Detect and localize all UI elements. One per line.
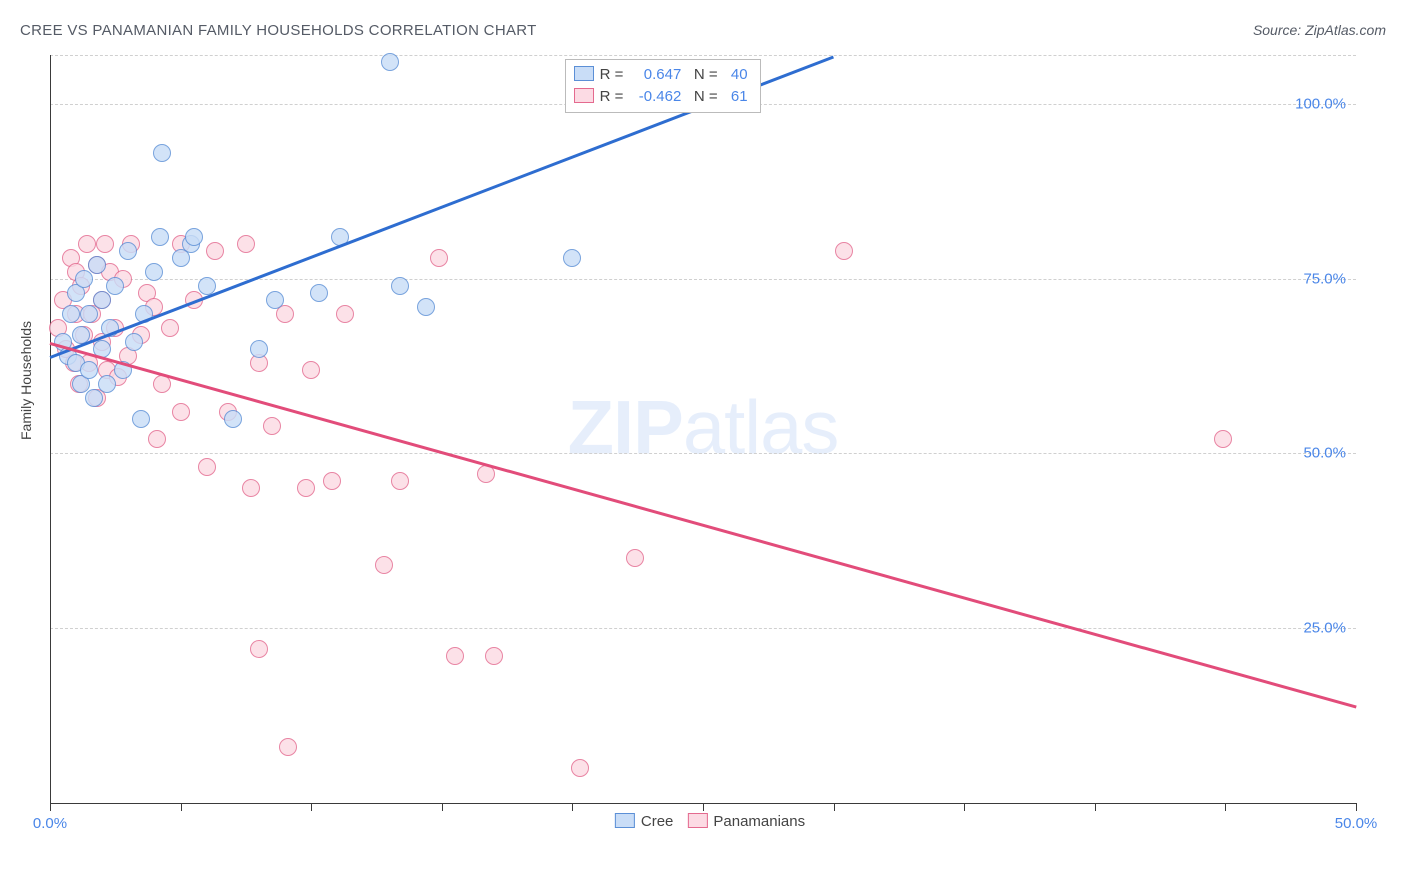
scatter-point-panamanians [375, 556, 393, 574]
scatter-point-cree [185, 228, 203, 246]
scatter-point-cree [250, 340, 268, 358]
scatter-point-cree [381, 53, 399, 71]
scatter-point-panamanians [626, 549, 644, 567]
scatter-point-panamanians [263, 417, 281, 435]
x-tick [1356, 803, 1357, 811]
legend-swatch [574, 66, 594, 81]
r-label: R = [600, 88, 624, 105]
y-tick-label: 25.0% [1303, 620, 1346, 637]
scatter-point-panamanians [446, 647, 464, 665]
legend-swatch-cree [615, 813, 635, 828]
scatter-point-cree [153, 144, 171, 162]
x-tick [572, 803, 573, 811]
scatter-point-panamanians [206, 242, 224, 260]
scatter-point-panamanians [477, 465, 495, 483]
legend-swatch [574, 88, 594, 103]
watermark: ZIPatlas [568, 385, 839, 472]
plot-region: ZIPatlas 25.0%50.0%75.0%100.0%0.0%50.0%R… [50, 55, 1356, 833]
gridline [50, 453, 1356, 454]
legend-label-cree: Cree [641, 813, 674, 830]
scatter-point-cree [106, 277, 124, 295]
x-tick-label: 50.0% [1335, 815, 1378, 832]
scatter-point-cree [266, 291, 284, 309]
scatter-point-panamanians [391, 472, 409, 490]
r-value: -0.462 [623, 86, 681, 108]
trendline-panamanians [50, 342, 1357, 708]
scatter-point-panamanians [148, 430, 166, 448]
source-label: Source: ZipAtlas.com [1253, 22, 1386, 38]
gridline [50, 628, 1356, 629]
scatter-point-panamanians [485, 647, 503, 665]
scatter-point-cree [119, 242, 137, 260]
x-tick [181, 803, 182, 811]
y-axis [50, 55, 51, 803]
scatter-point-cree [198, 277, 216, 295]
scatter-point-cree [563, 249, 581, 267]
scatter-point-panamanians [835, 242, 853, 260]
scatter-point-cree [75, 270, 93, 288]
scatter-point-cree [80, 305, 98, 323]
scatter-point-panamanians [161, 319, 179, 337]
legend-label-panamanians: Panamanians [713, 813, 805, 830]
stats-legend: R =0.647 N =40R =-0.462 N =61 [565, 59, 761, 113]
scatter-point-panamanians [237, 235, 255, 253]
scatter-point-cree [93, 291, 111, 309]
x-tick [1225, 803, 1226, 811]
scatter-point-cree [145, 263, 163, 281]
legend-swatch-panamanians [687, 813, 707, 828]
r-label: R = [600, 66, 624, 83]
chart-area: ZIPatlas 25.0%50.0%75.0%100.0%0.0%50.0%R… [50, 55, 1356, 833]
x-tick [1095, 803, 1096, 811]
scatter-point-cree [125, 333, 143, 351]
y-tick-label: 100.0% [1295, 95, 1346, 112]
scatter-point-cree [98, 375, 116, 393]
scatter-point-cree [417, 298, 435, 316]
x-tick [834, 803, 835, 811]
stats-legend-row: R =-0.462 N =61 [574, 86, 748, 108]
scatter-point-panamanians [297, 479, 315, 497]
y-tick-label: 75.0% [1303, 270, 1346, 287]
r-value: 0.647 [623, 64, 681, 86]
chart-title: CREE VS PANAMANIAN FAMILY HOUSEHOLDS COR… [20, 22, 537, 39]
stats-legend-row: R =0.647 N =40 [574, 64, 748, 86]
scatter-point-panamanians [336, 305, 354, 323]
x-tick-label: 0.0% [33, 815, 67, 832]
scatter-point-panamanians [96, 235, 114, 253]
scatter-point-cree [391, 277, 409, 295]
scatter-point-cree [224, 410, 242, 428]
scatter-point-cree [310, 284, 328, 302]
n-value: 40 [718, 64, 748, 86]
n-value: 61 [718, 86, 748, 108]
y-tick-label: 50.0% [1303, 445, 1346, 462]
x-tick [703, 803, 704, 811]
scatter-point-panamanians [250, 640, 268, 658]
x-tick [50, 803, 51, 811]
scatter-point-panamanians [430, 249, 448, 267]
scatter-point-panamanians [242, 479, 260, 497]
scatter-point-panamanians [302, 361, 320, 379]
y-axis-title: Family Households [18, 321, 34, 440]
n-label: N = [694, 66, 718, 83]
scatter-point-cree [80, 361, 98, 379]
scatter-point-panamanians [78, 235, 96, 253]
scatter-point-panamanians [279, 738, 297, 756]
scatter-point-cree [151, 228, 169, 246]
scatter-point-panamanians [172, 403, 190, 421]
scatter-point-panamanians [323, 472, 341, 490]
x-tick [442, 803, 443, 811]
series-legend: Cree Panamanians [601, 813, 805, 830]
chart-header: CREE VS PANAMANIAN FAMILY HOUSEHOLDS COR… [20, 22, 1386, 46]
scatter-point-cree [62, 305, 80, 323]
scatter-point-panamanians [1214, 430, 1232, 448]
gridline [50, 55, 1356, 56]
scatter-point-cree [85, 389, 103, 407]
scatter-point-cree [88, 256, 106, 274]
n-label: N = [694, 88, 718, 105]
x-tick [964, 803, 965, 811]
scatter-point-cree [132, 410, 150, 428]
chart-container: CREE VS PANAMANIAN FAMILY HOUSEHOLDS COR… [0, 0, 1406, 892]
x-tick [311, 803, 312, 811]
scatter-point-panamanians [198, 458, 216, 476]
scatter-point-panamanians [571, 759, 589, 777]
